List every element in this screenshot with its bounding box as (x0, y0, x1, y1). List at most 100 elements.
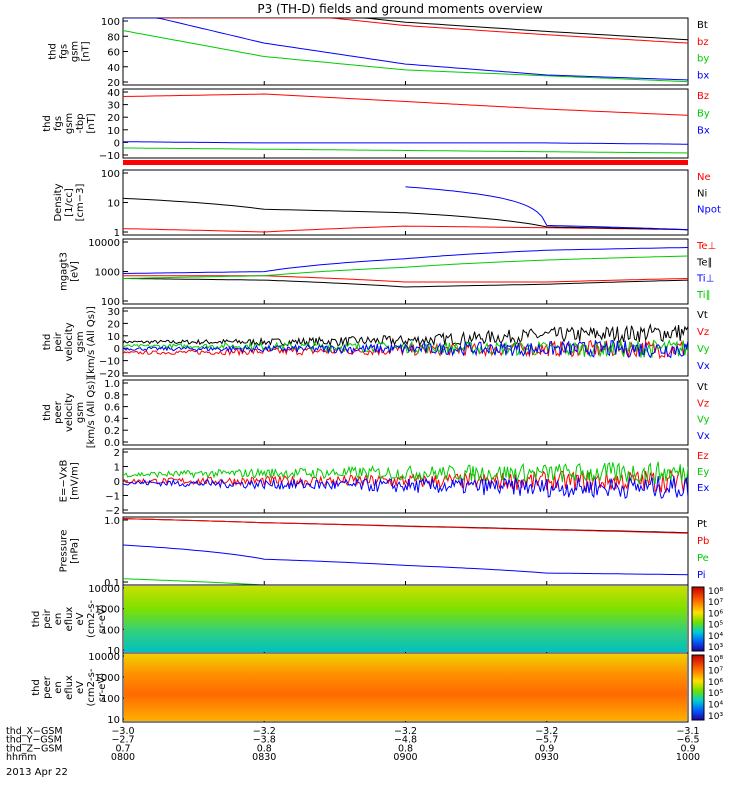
legend-Vz: Vz (697, 327, 709, 338)
y-axis-label: thdfgsgsm[nT] (48, 41, 92, 62)
colorbar-tick-label: 10⁵ (708, 689, 723, 699)
y-tick-label: 40 (107, 88, 120, 99)
colorbar-tick-label: 10⁵ (708, 621, 723, 631)
y-axis-label: thdpeirvelocitygsm[km/s (All Qs)] (42, 306, 97, 378)
legend-Bz: Bz (697, 91, 709, 102)
legend-Bx: Bx (697, 126, 710, 137)
x-row-value: 1000 (676, 752, 700, 763)
series-line-Pb (123, 518, 688, 534)
legend-Ti⊥: Ti⊥ (696, 274, 714, 285)
x-row-value: 0.7 (115, 743, 130, 754)
y-tick-label: 1.0 (104, 516, 120, 527)
legend-Vy: Vy (697, 415, 710, 426)
x-row-value: −3.2 (253, 726, 276, 737)
y-axis-label: E=−VxB[mV/m] (59, 460, 81, 503)
x-row-label: thd_Z−GSM (6, 743, 63, 754)
colorbar-tick-label: 10⁸ (708, 587, 723, 597)
series-line-Te⊥ (123, 275, 688, 283)
y-tick-label: 10 (107, 332, 120, 343)
x-row-value: −5.7 (535, 735, 558, 746)
y-tick-label: 100 (101, 625, 120, 636)
y-tick-label: 2 (114, 448, 120, 459)
y-tick-label: 20 (107, 78, 120, 89)
panel-temperature: 10000 1000 100 mgagt3[eV] Te⊥ Te∥ Ti⊥ Ti∥ (59, 238, 717, 308)
legend-Vz: Vz (697, 398, 709, 409)
y-tick-label: 100 (101, 297, 120, 308)
series-line-bx (123, 18, 688, 81)
legend-Te∥: Te∥ (696, 257, 713, 268)
y-tick-label: 1000 (95, 605, 120, 616)
y-tick-label: 20 (107, 319, 120, 330)
x-row-value: 0.9 (680, 743, 695, 754)
x-row-value: 0900 (393, 752, 417, 763)
y-tick-label: 1.0 (104, 379, 120, 390)
y-tick-label: 0.0 (104, 438, 120, 449)
legend-Ni: Ni (697, 188, 707, 199)
legend-bz: bz (697, 37, 709, 48)
legend-Te⊥: Te⊥ (696, 241, 716, 252)
y-tick-label: 0.1 (104, 578, 120, 589)
y-tick-label: 0 (114, 477, 120, 488)
panel-electron_velocity: 1.00.80.60.40.20.0 thdpeervelocitygsm[km/… (42, 377, 710, 449)
y-tick-label: 0 (114, 344, 120, 355)
x-row-value: 0830 (252, 752, 276, 763)
legend-Vx: Vx (697, 431, 710, 442)
legend-Pt: Pt (697, 519, 707, 530)
legend-Vt: Vt (697, 310, 708, 321)
series-line-Ni (123, 197, 688, 231)
series-line-Npot (405, 186, 688, 231)
series-line-Ex (123, 475, 688, 499)
series-line-Pe (123, 578, 688, 585)
colorbar-tick-label: 10⁷ (708, 598, 723, 608)
series-line-Vy (123, 339, 688, 358)
panel-ion_spectrogram: 10000 1000 100 10 thdpeirenefluxeV(cm2-s-sr-… (31, 584, 723, 657)
colorbar-tick-label: 10⁸ (708, 655, 723, 665)
legend-Ex: Ex (697, 483, 709, 494)
colorbar-tick-label: 10⁷ (708, 666, 723, 676)
series-line-bz (123, 18, 688, 44)
spectrogram-field (124, 654, 687, 721)
legend-Vy: Vy (697, 344, 710, 355)
panel-pressure: 1.0 0.1 Pressure[nPa] Pt Pb Pe Pi (59, 516, 710, 589)
legend-By: By (697, 108, 710, 119)
x-row-value: 0800 (111, 752, 135, 763)
colorbar (691, 586, 705, 652)
colorbar-tick-label: 10⁴ (708, 701, 723, 711)
legend-Ez: Ez (697, 451, 709, 462)
y-tick-label: 1000 (95, 673, 120, 684)
legend-bx: bx (697, 70, 709, 81)
legend-Vt: Vt (697, 382, 708, 393)
y-tick-label: 0 (114, 138, 120, 149)
panel-frame (122, 88, 689, 159)
series-line-Ti∥ (123, 255, 688, 279)
colorbar-tick-label: 10³ (708, 712, 723, 722)
panel-density: 100 10 1 Density[1/cc][cm−3] Ne Ni Npot (53, 169, 721, 239)
x-row-value: 0930 (535, 752, 559, 763)
x-row-label: thd_X−GSM (6, 726, 63, 737)
y-tick-label: −1 (105, 492, 120, 503)
colorbar-tick-label: 10³ (708, 643, 723, 653)
colorbar-tick-label: 10⁶ (708, 678, 723, 688)
y-tick-label: 0.2 (104, 426, 120, 437)
series-line-Ey (123, 461, 688, 485)
spectrogram-field (124, 586, 687, 652)
x-row-value: −3.2 (535, 726, 558, 737)
y-tick-label: −10 (99, 151, 120, 162)
colorbar-tick-label: 10⁴ (708, 632, 723, 642)
y-tick-label: 0.4 (104, 414, 120, 425)
y-tick-label: 0.6 (104, 403, 120, 414)
legend-Vx: Vx (697, 361, 710, 372)
x-row-value: −3.1 (676, 726, 699, 737)
panel-electron_spectrogram: 10000 1000 100 10 thdpeerenefluxeV(cm2-s-sr-… (31, 652, 723, 726)
x-row-value: 0.8 (257, 743, 272, 754)
y-tick-label: −20 (99, 369, 120, 380)
date-label: 2013 Apr 22 (6, 767, 68, 778)
y-tick-label: 1 (114, 228, 120, 239)
y-tick-label: 20 (107, 113, 120, 124)
y-axis-label: thdpeervelocitygsm[km/s (All Qs)] (42, 377, 97, 449)
y-tick-label: 10 (107, 199, 120, 210)
y-axis-label: thdfgsgsm-tbp[nT] (42, 113, 97, 134)
x-row-value: 0.8 (398, 743, 413, 754)
plot-title: P3 (TH-D) fields and ground moments over… (257, 2, 542, 16)
